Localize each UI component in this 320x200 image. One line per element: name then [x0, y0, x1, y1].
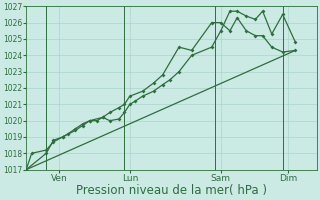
- X-axis label: Pression niveau de la mer( hPa ): Pression niveau de la mer( hPa ): [76, 184, 267, 197]
